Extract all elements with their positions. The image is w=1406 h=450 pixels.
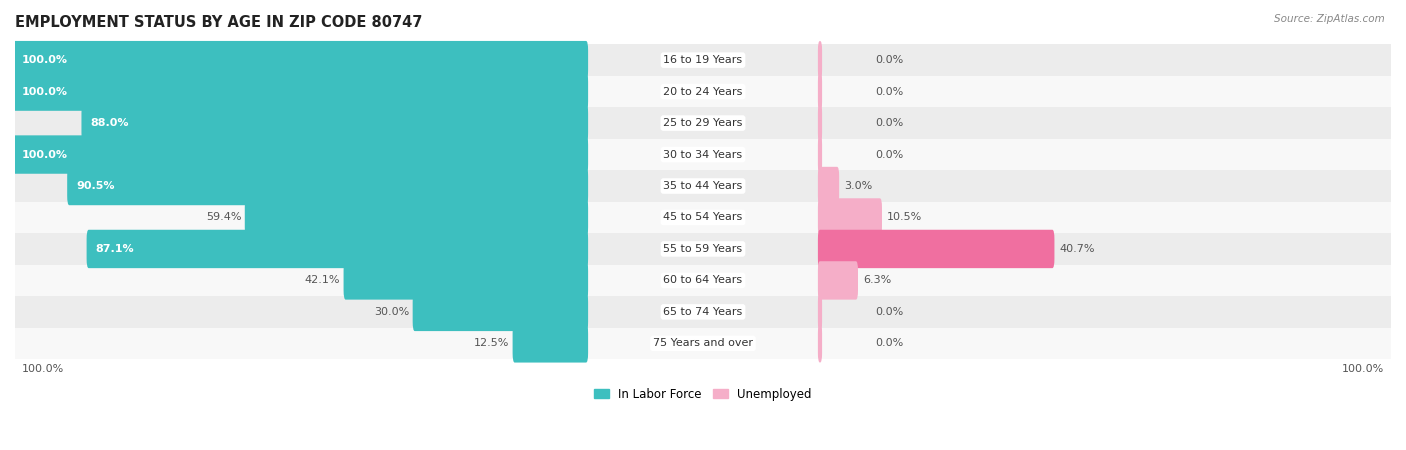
Text: 16 to 19 Years: 16 to 19 Years	[664, 55, 742, 65]
FancyBboxPatch shape	[13, 72, 588, 111]
Bar	[415, 302, 586, 322]
Text: 25 to 29 Years: 25 to 29 Years	[664, 118, 742, 128]
FancyBboxPatch shape	[67, 167, 588, 205]
Text: 100.0%: 100.0%	[22, 364, 65, 374]
FancyBboxPatch shape	[343, 261, 588, 300]
Bar	[15, 145, 586, 164]
FancyBboxPatch shape	[818, 135, 823, 174]
Text: 0.0%: 0.0%	[875, 86, 903, 97]
Text: 30.0%: 30.0%	[374, 307, 409, 317]
FancyBboxPatch shape	[818, 104, 823, 142]
Text: 40.7%: 40.7%	[1059, 244, 1095, 254]
Text: 90.5%: 90.5%	[76, 181, 115, 191]
Text: 20 to 24 Years: 20 to 24 Years	[664, 86, 742, 97]
Text: 88.0%: 88.0%	[90, 118, 129, 128]
Text: 0.0%: 0.0%	[875, 149, 903, 160]
FancyBboxPatch shape	[818, 167, 839, 205]
FancyBboxPatch shape	[13, 135, 588, 174]
Text: 100.0%: 100.0%	[22, 55, 67, 65]
Bar	[89, 239, 586, 259]
Text: 3.0%: 3.0%	[844, 181, 872, 191]
Text: 100.0%: 100.0%	[1341, 364, 1384, 374]
FancyBboxPatch shape	[818, 72, 823, 111]
Bar	[15, 170, 1391, 202]
Text: 0.0%: 0.0%	[875, 55, 903, 65]
Bar	[15, 328, 1391, 359]
Text: 35 to 44 Years: 35 to 44 Years	[664, 181, 742, 191]
Bar	[247, 208, 586, 227]
FancyBboxPatch shape	[413, 292, 588, 331]
Bar	[69, 176, 586, 196]
Bar	[15, 202, 1391, 233]
Legend: In Labor Force, Unemployed: In Labor Force, Unemployed	[589, 383, 817, 405]
Text: 87.1%: 87.1%	[96, 244, 134, 254]
FancyBboxPatch shape	[513, 324, 588, 363]
FancyBboxPatch shape	[818, 324, 823, 363]
Bar	[15, 76, 1391, 108]
Text: 65 to 74 Years: 65 to 74 Years	[664, 307, 742, 317]
Text: 10.5%: 10.5%	[887, 212, 922, 222]
Bar	[515, 333, 586, 353]
Bar	[15, 265, 1391, 296]
Text: 59.4%: 59.4%	[205, 212, 242, 222]
Text: 0.0%: 0.0%	[875, 338, 903, 348]
Text: 45 to 54 Years: 45 to 54 Years	[664, 212, 742, 222]
FancyBboxPatch shape	[818, 230, 1054, 268]
Bar	[15, 50, 586, 70]
Bar	[15, 139, 1391, 170]
Text: 0.0%: 0.0%	[875, 307, 903, 317]
FancyBboxPatch shape	[818, 198, 882, 237]
Bar	[15, 108, 1391, 139]
Text: 100.0%: 100.0%	[22, 149, 67, 160]
FancyBboxPatch shape	[818, 292, 823, 331]
FancyBboxPatch shape	[818, 261, 858, 300]
Text: Source: ZipAtlas.com: Source: ZipAtlas.com	[1274, 14, 1385, 23]
FancyBboxPatch shape	[818, 41, 823, 79]
Text: 12.5%: 12.5%	[474, 338, 509, 348]
Bar	[15, 296, 1391, 328]
Bar	[346, 270, 586, 290]
Bar	[15, 45, 1391, 76]
FancyBboxPatch shape	[87, 230, 588, 268]
Text: 60 to 64 Years: 60 to 64 Years	[664, 275, 742, 285]
FancyBboxPatch shape	[245, 198, 588, 237]
Bar	[83, 113, 586, 133]
FancyBboxPatch shape	[13, 41, 588, 79]
Text: 6.3%: 6.3%	[863, 275, 891, 285]
Text: 42.1%: 42.1%	[305, 275, 340, 285]
Text: 0.0%: 0.0%	[875, 118, 903, 128]
Bar	[15, 233, 1391, 265]
Bar	[15, 82, 586, 101]
FancyBboxPatch shape	[82, 104, 588, 142]
Text: 100.0%: 100.0%	[22, 86, 67, 97]
Text: 75 Years and over: 75 Years and over	[652, 338, 754, 348]
Text: EMPLOYMENT STATUS BY AGE IN ZIP CODE 80747: EMPLOYMENT STATUS BY AGE IN ZIP CODE 807…	[15, 15, 422, 30]
Text: 30 to 34 Years: 30 to 34 Years	[664, 149, 742, 160]
Text: 55 to 59 Years: 55 to 59 Years	[664, 244, 742, 254]
